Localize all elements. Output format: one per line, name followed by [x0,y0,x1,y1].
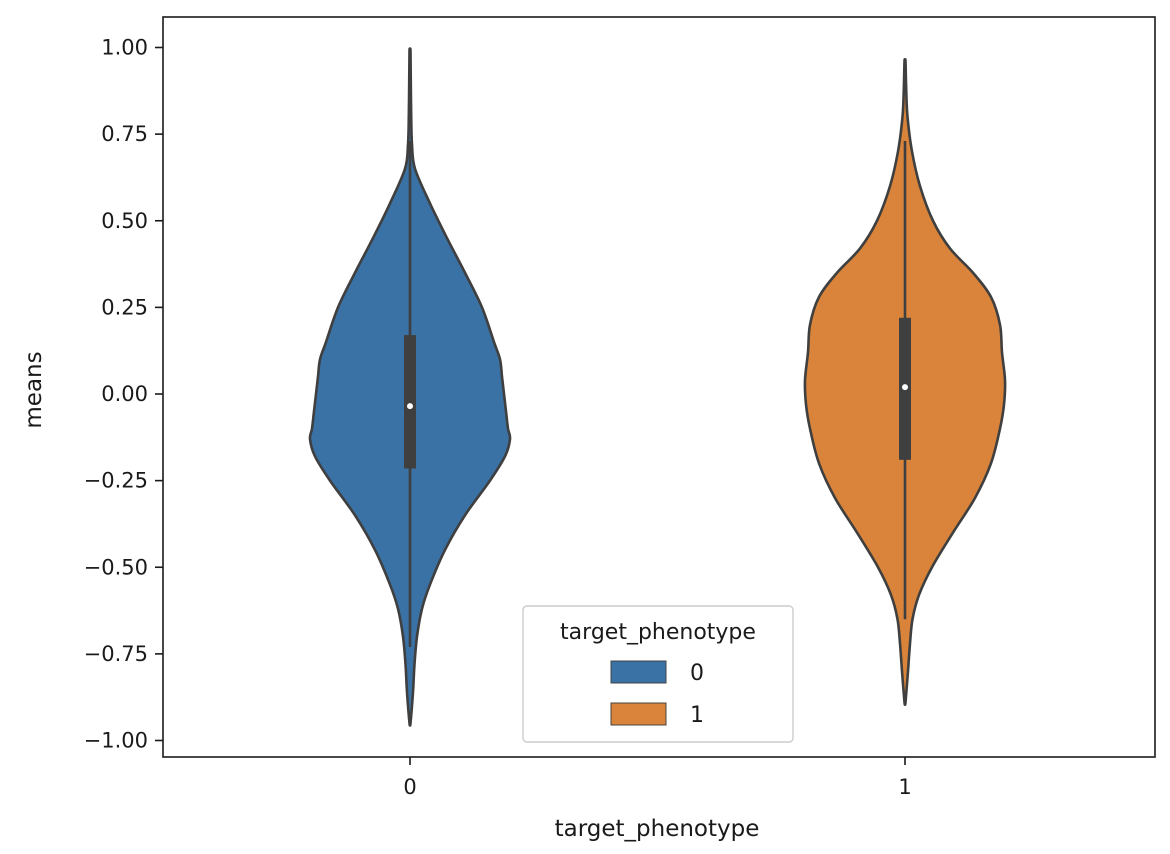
legend-label-0: 0 [690,661,704,686]
y-tick-label: −0.50 [84,555,148,579]
legend: target_phenotype 0 1 [522,605,794,743]
y-tick-label: 0.25 [101,295,148,319]
legend-title: target_phenotype [560,620,756,645]
legend-swatch-1 [610,702,667,726]
violin-median-0 [407,403,413,410]
legend-label-1: 1 [690,703,704,728]
y-tick-label: 0.50 [101,209,148,233]
y-tick-label: 0.75 [101,122,148,146]
y-tick-label: 1.00 [101,36,148,60]
x-tick-label: 1 [898,775,911,799]
violin-iqr-box-0 [404,335,416,469]
y-axis-ticks: 1.00 0.75 0.50 0.25 0.00 −0.25 −0.50 −0.75 −1.00 [84,36,163,753]
y-tick-label: 0.00 [101,382,148,406]
x-tick-label: 0 [403,775,416,799]
legend-swatch-0 [610,660,667,684]
x-axis-label: target_phenotype [555,816,760,842]
violins-layer [308,47,1007,727]
plot-frame [162,16,1156,758]
y-tick-label: −1.00 [84,729,148,753]
y-tick-label: −0.25 [84,469,148,493]
y-tick-label: −0.75 [84,642,148,666]
violin-median-1 [902,384,908,391]
y-axis-label: means [21,351,47,428]
